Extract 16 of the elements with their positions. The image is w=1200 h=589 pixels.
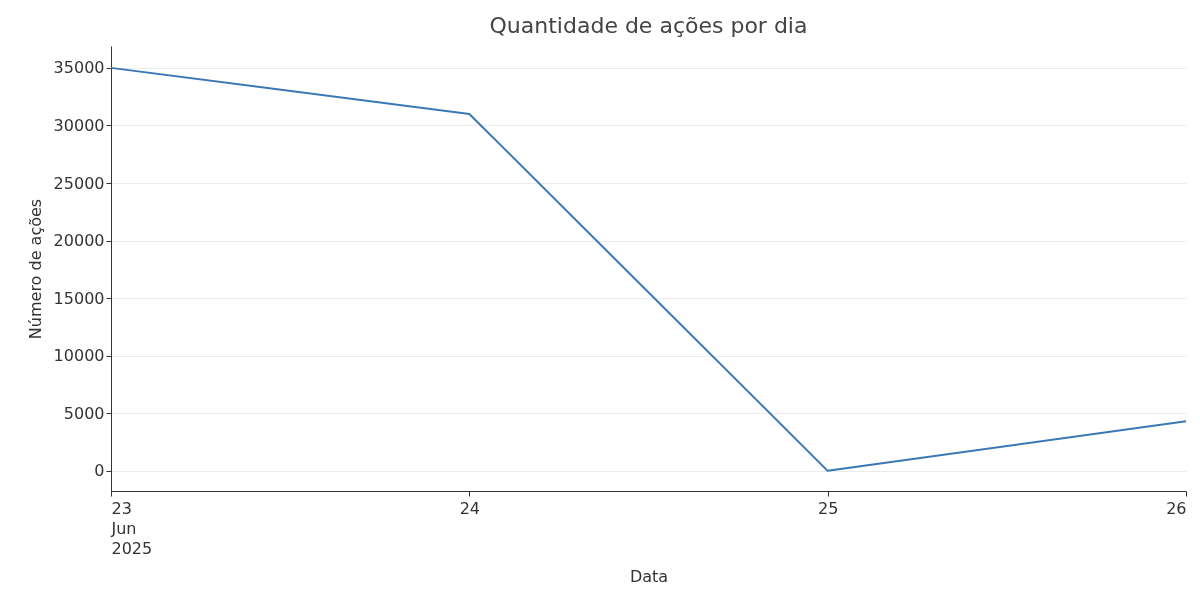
y-tick-label: 30000 [53,115,105,135]
y-tick-label: 0 [94,461,105,481]
y-tick-label: 15000 [53,288,105,308]
line-series [110,66,1187,472]
x-axis-title: Data [629,566,669,586]
y-axis-title: Número de ações [25,198,45,340]
y-tick-label: 20000 [53,231,105,251]
y-tick-label: 35000 [53,58,105,78]
y-tick-label: 5000 [63,403,105,423]
x-tick-label: 23 Jun 2025 [110,498,153,558]
x-tick-label: 24 [459,498,481,518]
x-tick-label: 25 [817,498,839,518]
y-tick-label: 25000 [53,173,105,193]
x-tick-label: 26 [1166,498,1187,518]
chart-title: Quantidade de ações por dia [489,13,808,38]
y-tick-label: 10000 [53,346,105,366]
